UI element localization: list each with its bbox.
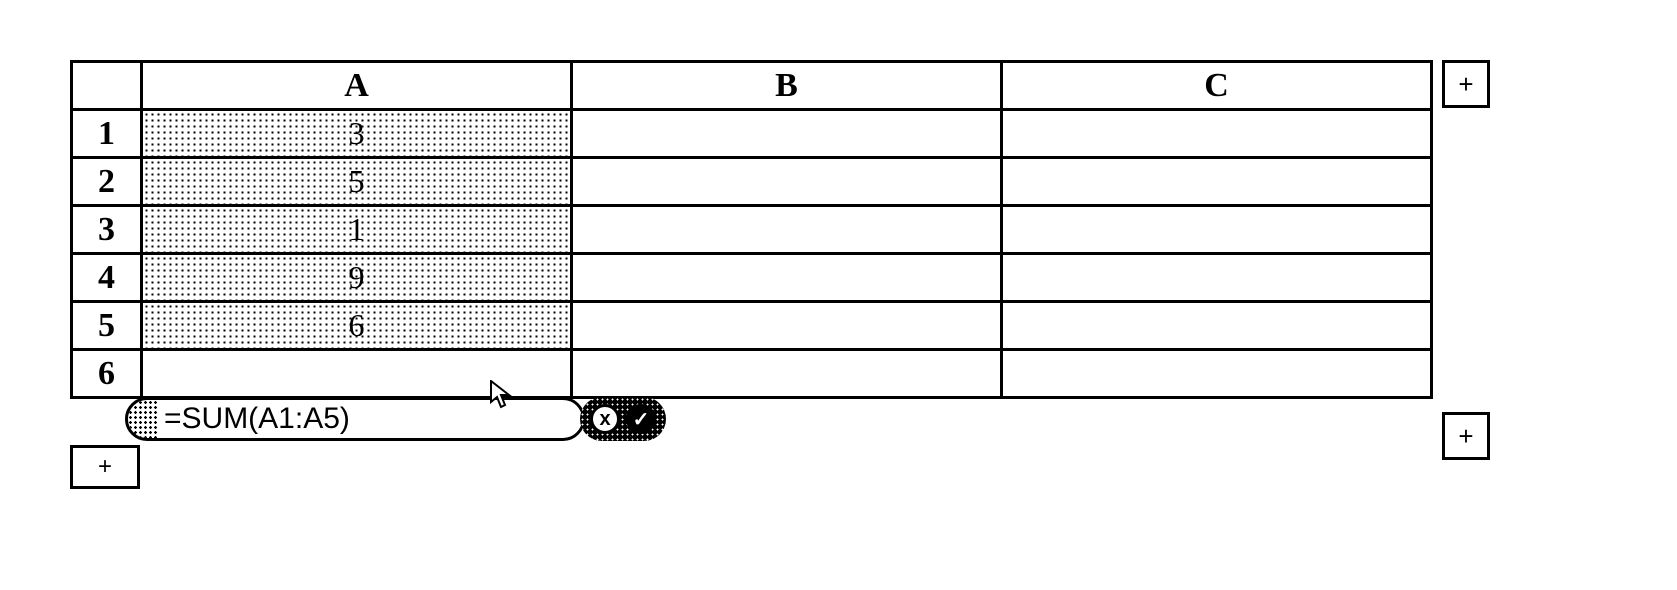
cell-B4[interactable] <box>572 254 1002 302</box>
column-header-row: A B C <box>72 62 1432 110</box>
formula-editor[interactable]: =SUM(A1:A5) <box>125 397 585 441</box>
corner-cell <box>72 62 142 110</box>
table-row: 6 <box>72 350 1432 398</box>
cell-C1[interactable] <box>1002 110 1432 158</box>
cell-C3[interactable] <box>1002 206 1432 254</box>
col-header-B[interactable]: B <box>572 62 1002 110</box>
cursor-icon <box>490 380 512 410</box>
row-header-6[interactable]: 6 <box>72 350 142 398</box>
row-header-4[interactable]: 4 <box>72 254 142 302</box>
spreadsheet: A B C 1 3 2 5 3 1 4 9 5 <box>70 60 1433 399</box>
row-header-5[interactable]: 5 <box>72 302 142 350</box>
cell-C4[interactable] <box>1002 254 1432 302</box>
formula-input[interactable]: =SUM(A1:A5) <box>158 402 582 436</box>
table-row: 1 3 <box>72 110 1432 158</box>
cell-B2[interactable] <box>572 158 1002 206</box>
table-row: 3 1 <box>72 206 1432 254</box>
close-icon: x <box>599 408 610 431</box>
table-row: 4 9 <box>72 254 1432 302</box>
cell-C2[interactable] <box>1002 158 1432 206</box>
cell-C6[interactable] <box>1002 350 1432 398</box>
row-header-1[interactable]: 1 <box>72 110 142 158</box>
add-row-button[interactable]: + <box>70 445 140 489</box>
table-row: 5 6 <box>72 302 1432 350</box>
formula-action-buttons: x ✓ <box>580 397 666 441</box>
check-icon: ✓ <box>633 407 650 432</box>
cell-B3[interactable] <box>572 206 1002 254</box>
cell-A2[interactable]: 5 <box>142 158 572 206</box>
grid-table: A B C 1 3 2 5 3 1 4 9 5 <box>70 60 1433 399</box>
col-header-A[interactable]: A <box>142 62 572 110</box>
row-header-2[interactable]: 2 <box>72 158 142 206</box>
cell-B5[interactable] <box>572 302 1002 350</box>
col-header-C[interactable]: C <box>1002 62 1432 110</box>
cell-C5[interactable] <box>1002 302 1432 350</box>
row-header-3[interactable]: 3 <box>72 206 142 254</box>
cancel-button[interactable]: x <box>590 404 620 434</box>
cell-A1[interactable]: 3 <box>142 110 572 158</box>
plus-icon: + <box>98 453 112 481</box>
add-column-button[interactable]: + <box>1442 60 1490 108</box>
add-corner-button[interactable]: + <box>1442 412 1490 460</box>
cell-A4[interactable]: 9 <box>142 254 572 302</box>
formula-pill-left-cap <box>128 400 158 438</box>
plus-icon: + <box>1458 69 1473 100</box>
confirm-button[interactable]: ✓ <box>626 404 656 434</box>
plus-icon: + <box>1458 421 1473 452</box>
cell-B1[interactable] <box>572 110 1002 158</box>
cell-A3[interactable]: 1 <box>142 206 572 254</box>
table-row: 2 5 <box>72 158 1432 206</box>
cell-A5[interactable]: 6 <box>142 302 572 350</box>
cell-B6[interactable] <box>572 350 1002 398</box>
